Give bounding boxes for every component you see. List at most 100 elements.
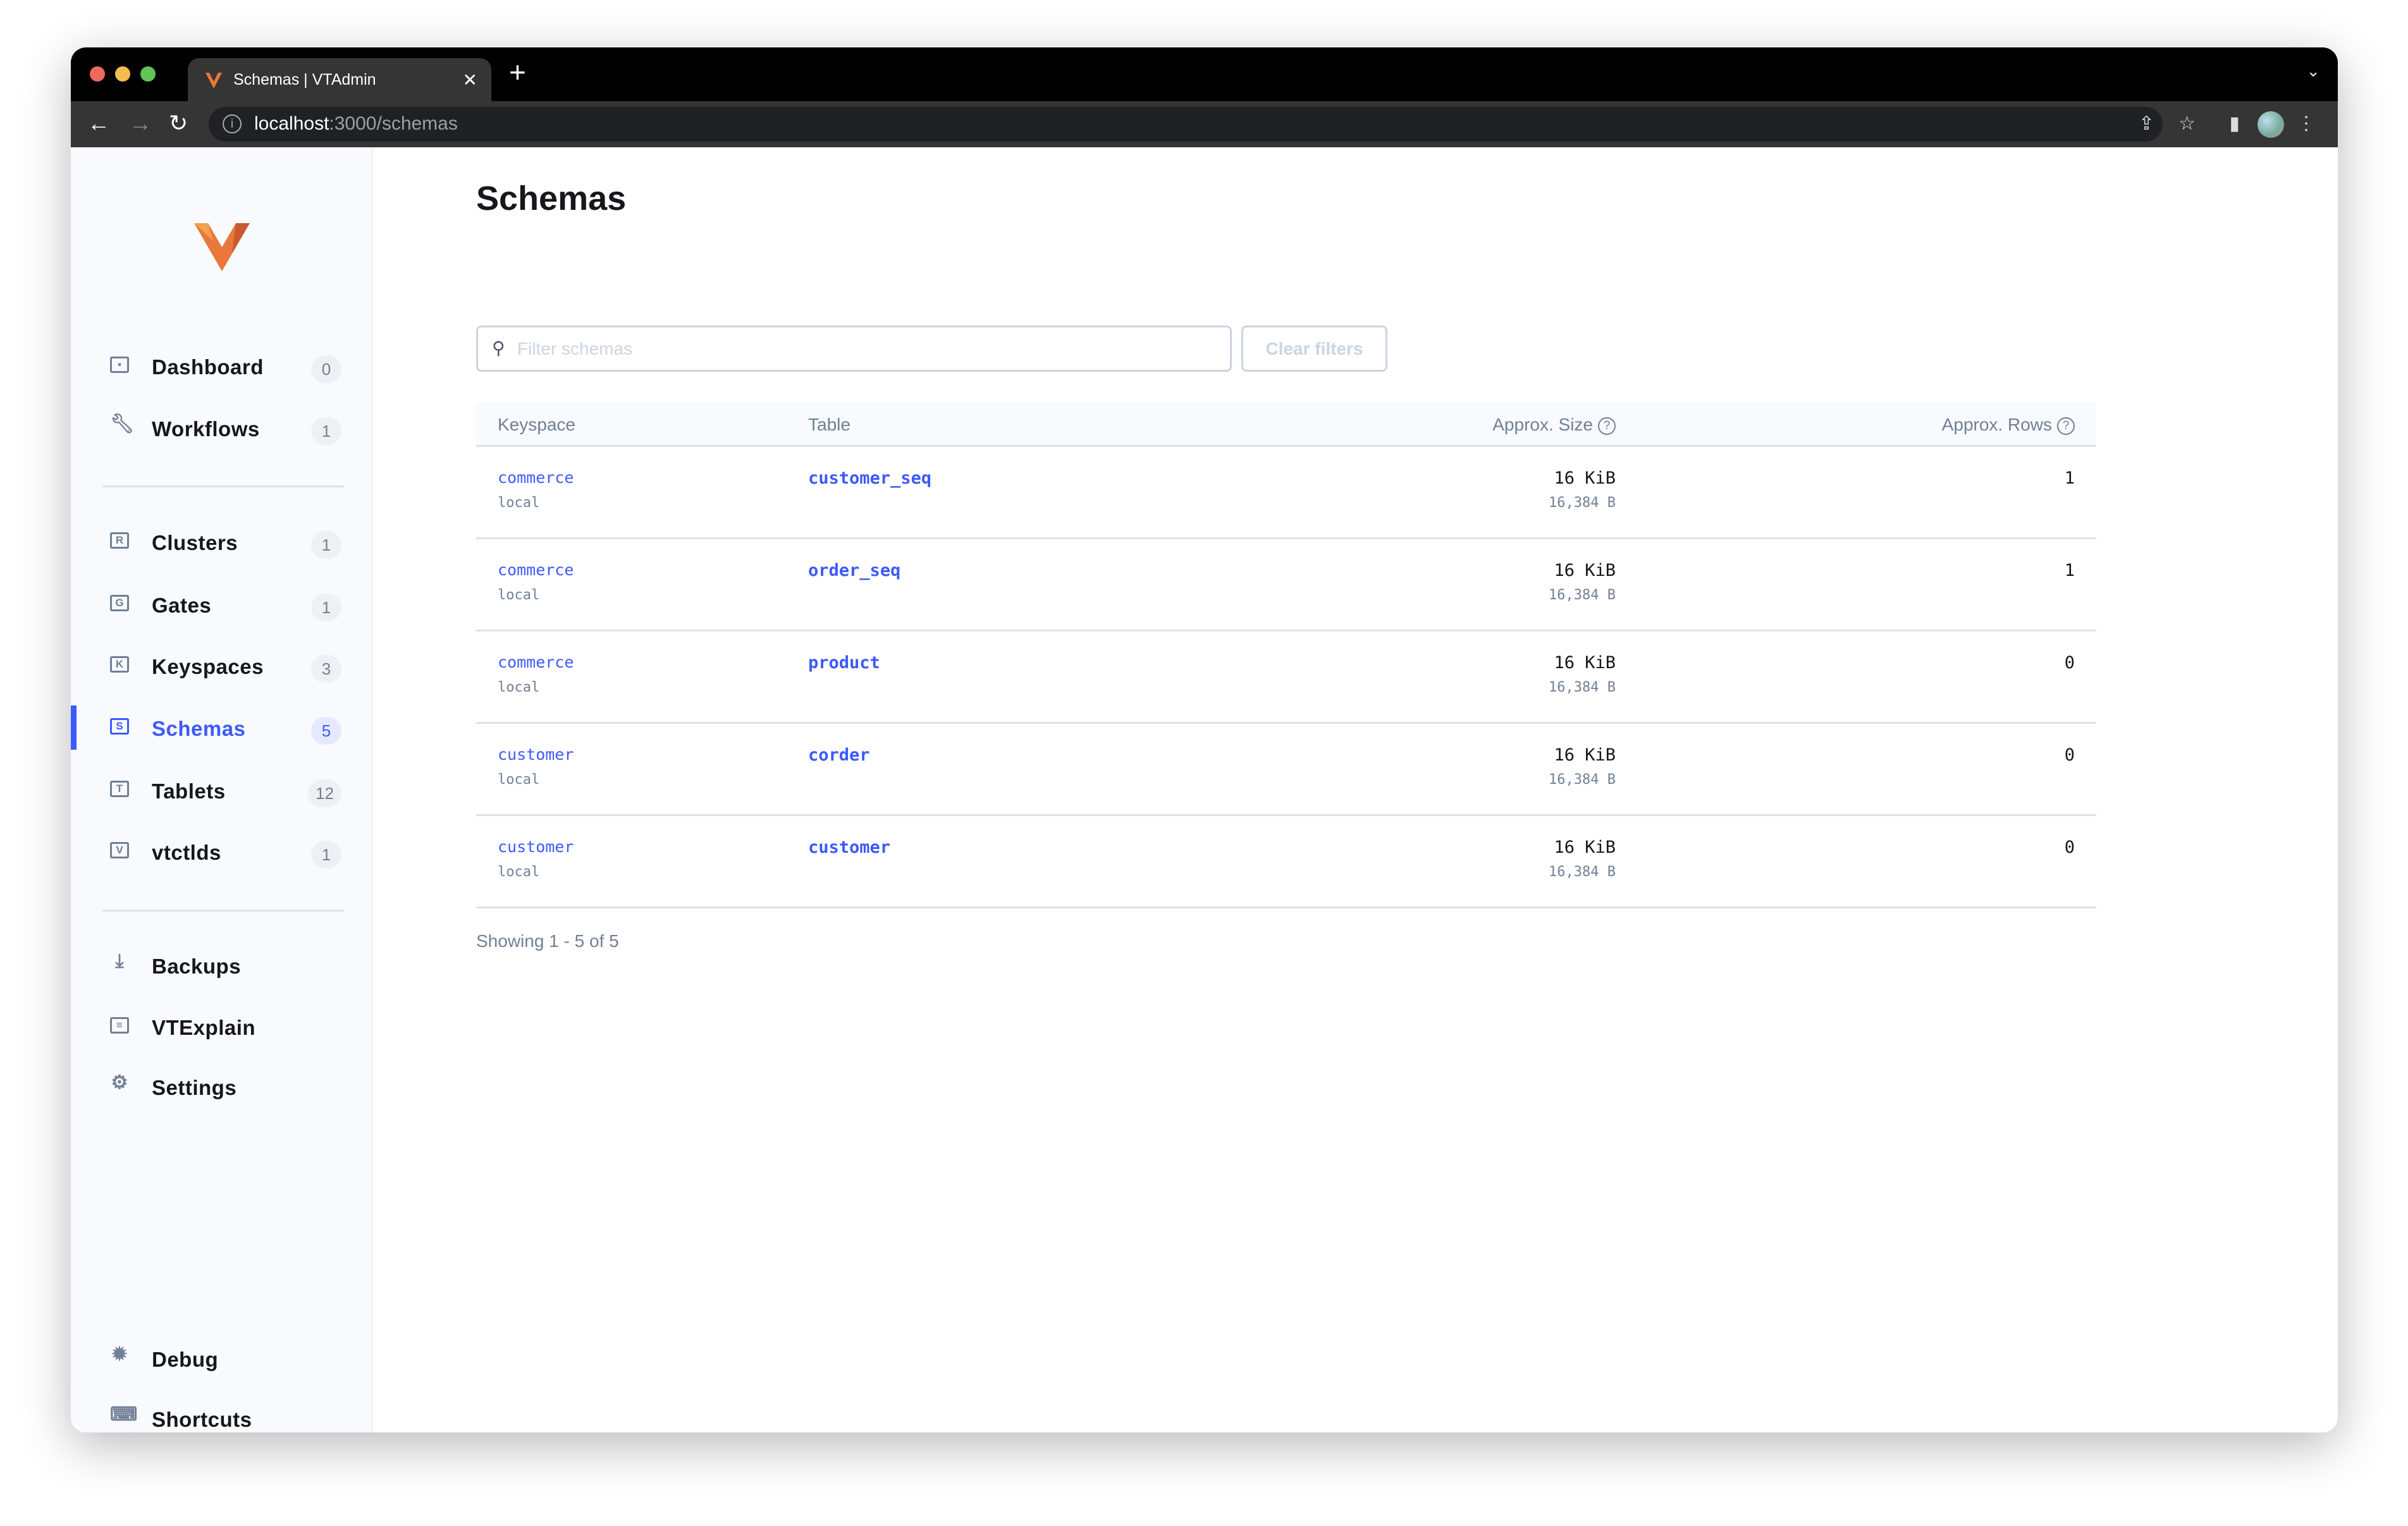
more-menu-icon[interactable]: ⋮: [2297, 113, 2316, 134]
table-link[interactable]: corder: [808, 745, 870, 765]
sidebar-item-label: Tablets: [152, 779, 226, 803]
approx-rows: 1: [2064, 561, 2075, 580]
count-badge: 1: [311, 417, 341, 445]
sidebar-item-schemas[interactable]: S Schemas 5: [71, 705, 373, 750]
close-tab-icon[interactable]: ✕: [462, 70, 477, 90]
page-title: Schemas: [476, 180, 627, 217]
approx-size: 16 KiB: [1554, 745, 1616, 765]
url-input[interactable]: i localhost:3000/schemas: [209, 107, 2163, 142]
sidebar-item-backups[interactable]: ⤓ Backups: [71, 947, 373, 985]
keyspace-link[interactable]: commerce: [498, 468, 574, 487]
new-tab-button[interactable]: +: [509, 56, 526, 89]
bookmark-star-icon[interactable]: ☆: [2178, 113, 2196, 134]
approx-rows: 0: [2064, 653, 2075, 673]
side-panel-icon[interactable]: ▮: [2229, 113, 2240, 134]
approx-rows: 0: [2064, 838, 2075, 857]
table-link[interactable]: customer: [808, 838, 891, 857]
help-icon[interactable]: ?: [1598, 417, 1616, 435]
main-content: Schemas ⚲ Clear filters Keyspace Table A…: [373, 147, 2338, 1432]
approx-rows: 1: [2064, 468, 2075, 488]
minimize-window-button[interactable]: [115, 66, 130, 82]
count-badge: 0: [311, 355, 341, 383]
cluster-label: local: [498, 495, 540, 511]
share-icon[interactable]: ⇪: [2138, 113, 2154, 134]
sidebar-item-vtexplain[interactable]: ≡ VTExplain: [71, 1008, 373, 1046]
sidebar-item-vtctlds[interactable]: V vtctlds 1: [71, 833, 373, 871]
profile-avatar[interactable]: [2258, 111, 2284, 138]
keyspace-link[interactable]: customer: [498, 838, 574, 856]
count-badge: 1: [311, 594, 341, 621]
column-header-size: Approx. Size?: [1492, 415, 1616, 435]
help-icon[interactable]: ?: [2057, 417, 2075, 435]
browser-tab[interactable]: Schemas | VTAdmin ✕: [188, 58, 491, 101]
sidebar-item-tablets[interactable]: T Tablets 12: [71, 772, 373, 810]
sidebar-item-clusters[interactable]: R Clusters 1: [71, 523, 373, 561]
sidebar-item-label: Schemas: [152, 717, 246, 740]
approx-size-bytes: 16,384 B: [1549, 864, 1616, 880]
bug-icon: ✹: [111, 1344, 128, 1365]
approx-size: 16 KiB: [1554, 561, 1616, 580]
tab-title: Schemas | VTAdmin: [233, 71, 376, 89]
clear-filters-button[interactable]: Clear filters: [1241, 326, 1387, 372]
filter-schemas-input[interactable]: [517, 335, 1213, 363]
sidebar-divider: [102, 485, 344, 487]
sidebar-item-label: Clusters: [152, 531, 238, 554]
reload-icon[interactable]: ↻: [169, 110, 188, 136]
sidebar-item-label: Dashboard: [152, 355, 264, 379]
tab-bar: Schemas | VTAdmin ✕ + ⌄: [71, 47, 2338, 101]
cluster-label: local: [498, 864, 540, 880]
schemas-table: Keyspace Table Approx. Size? Approx. Row…: [476, 402, 2096, 908]
vtctlds-icon: V: [110, 842, 129, 858]
sidebar: ▪ Dashboard 0 🔧︎ Workflows 1 R Clusters …: [71, 147, 373, 1432]
back-icon[interactable]: ←: [87, 110, 110, 136]
search-icon: ⚲: [492, 338, 505, 358]
column-header-rows: Approx. Rows?: [1942, 415, 2075, 435]
sidebar-item-label: Workflows: [152, 417, 260, 441]
cluster-label: local: [498, 680, 540, 695]
sidebar-item-dashboard[interactable]: ▪ Dashboard 0: [71, 348, 373, 386]
table-link[interactable]: product: [808, 653, 880, 673]
sidebar-item-gates[interactable]: G Gates 1: [71, 586, 373, 624]
approx-size-bytes: 16,384 B: [1549, 495, 1616, 511]
schemas-icon: S: [110, 718, 129, 735]
url-path: :3000/schemas: [329, 113, 458, 134]
sidebar-item-keyspaces[interactable]: K Keyspaces 3: [71, 647, 373, 685]
count-badge: 1: [311, 531, 341, 559]
search-field[interactable]: ⚲: [476, 326, 1232, 372]
table-link[interactable]: order_seq: [808, 561, 901, 580]
table-row: customer local customer 16 KiB 16,384 B 0: [476, 816, 2096, 908]
keyspace-link[interactable]: commerce: [498, 653, 574, 671]
keyspace-link[interactable]: customer: [498, 745, 574, 764]
approx-size: 16 KiB: [1554, 838, 1616, 857]
explain-icon: ≡: [110, 1017, 129, 1034]
column-header-keyspace: Keyspace: [498, 415, 575, 434]
site-info-icon[interactable]: i: [223, 114, 242, 133]
approx-size-bytes: 16,384 B: [1549, 772, 1616, 788]
sidebar-item-label: Settings: [152, 1076, 237, 1099]
url-host: localhost: [254, 113, 329, 134]
count-badge: 1: [311, 841, 341, 869]
sidebar-item-label: Keyspaces: [152, 655, 264, 678]
forward-icon[interactable]: →: [129, 110, 152, 136]
approx-size: 16 KiB: [1554, 653, 1616, 673]
count-badge: 12: [308, 779, 341, 807]
sidebar-divider: [102, 910, 344, 912]
table-header: Keyspace Table Approx. Size? Approx. Row…: [476, 402, 2096, 447]
keyspace-link[interactable]: commerce: [498, 561, 574, 579]
approx-size: 16 KiB: [1554, 468, 1616, 488]
sidebar-item-workflows[interactable]: 🔧︎ Workflows 1: [71, 410, 373, 448]
browser-window: Schemas | VTAdmin ✕ + ⌄ ← → ↻ i localhos…: [71, 47, 2338, 1432]
wrench-icon: 🔧︎: [110, 413, 135, 434]
tab-list-chevron-icon[interactable]: ⌄: [2306, 61, 2320, 80]
pagination-summary: Showing 1 - 5 of 5: [476, 931, 619, 951]
maximize-window-button[interactable]: [140, 66, 156, 82]
column-header-rows-label: Approx. Rows: [1941, 415, 2052, 434]
approx-size-bytes: 16,384 B: [1549, 680, 1616, 695]
sidebar-item-shortcuts[interactable]: ⌨ Shortcuts: [71, 1400, 373, 1432]
close-window-button[interactable]: [90, 66, 105, 82]
table-link[interactable]: customer_seq: [808, 468, 932, 488]
vtadmin-favicon-icon: [206, 73, 222, 89]
sidebar-item-debug[interactable]: ✹ Debug: [71, 1340, 373, 1378]
table-row: commerce local customer_seq 16 KiB 16,384 B 1: [476, 447, 2096, 539]
sidebar-item-settings[interactable]: ⚙ Settings: [71, 1068, 373, 1106]
